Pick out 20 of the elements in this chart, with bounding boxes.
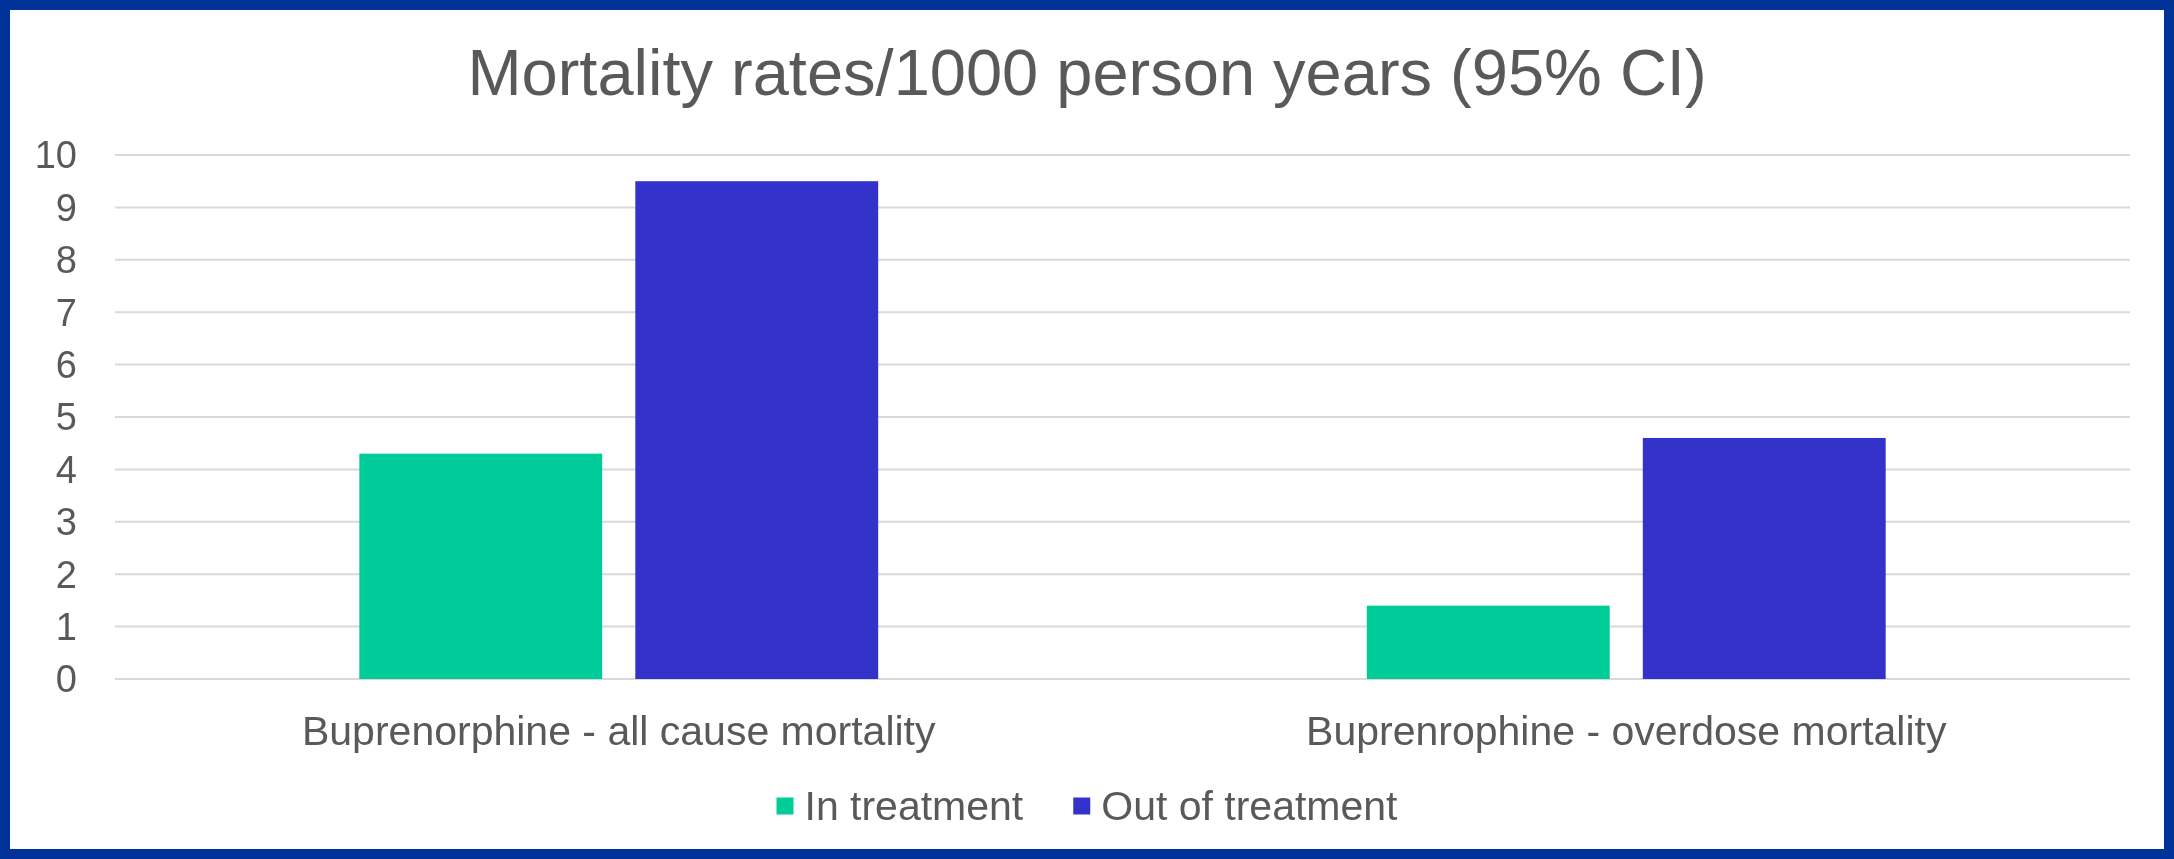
y-tick-label: 0 <box>55 658 77 701</box>
x-tick-label: Buprenrophine - overdose mortality <box>1306 708 1947 755</box>
y-tick-label: 8 <box>55 239 77 282</box>
bar <box>635 181 879 679</box>
y-tick-label: 10 <box>34 134 77 177</box>
y-tick-label: 9 <box>55 186 77 229</box>
y-tick-label: 1 <box>55 605 77 648</box>
y-tick-label: 7 <box>55 291 77 334</box>
x-tick-label: Buprenorphine - all cause mortality <box>301 708 937 755</box>
bar <box>1642 437 1886 679</box>
legend-label: Out of treatment <box>1101 783 1399 830</box>
chart-title: Mortality rates/1000 person years (95% CI) <box>467 36 1707 109</box>
bar <box>1366 605 1610 679</box>
y-tick-label: 3 <box>55 501 77 544</box>
bar <box>359 453 603 679</box>
y-tick-label: 4 <box>55 448 77 491</box>
legend-label: In treatment <box>804 783 1024 830</box>
y-tick-label: 6 <box>55 343 77 386</box>
y-tick-label: 5 <box>55 396 77 439</box>
y-tick-label: 2 <box>55 553 77 596</box>
